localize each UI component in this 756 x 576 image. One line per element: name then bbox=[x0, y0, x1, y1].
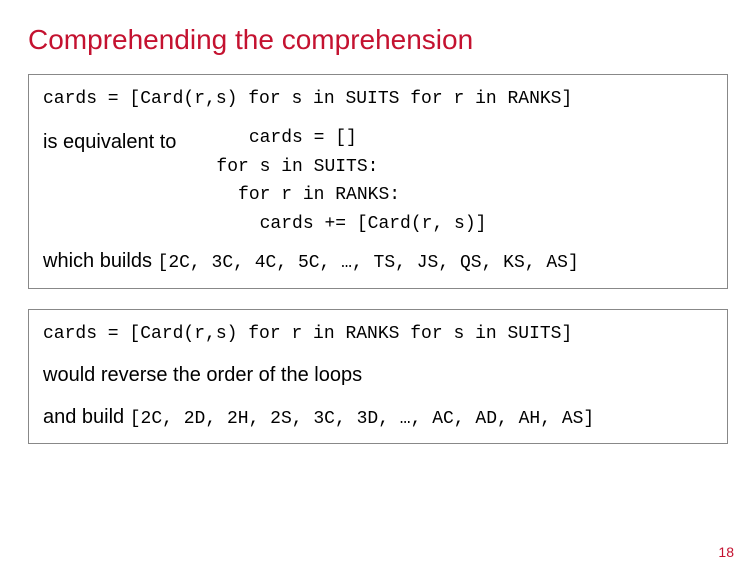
build-row-2: and build [2C, 2D, 2H, 2S, 3C, 3D, …, AC… bbox=[43, 401, 713, 434]
slide: Comprehending the comprehension cards = … bbox=[0, 0, 756, 444]
builds-label: which builds bbox=[43, 250, 158, 272]
build-label-2: and build bbox=[43, 406, 130, 428]
page-number: 18 bbox=[718, 544, 734, 560]
code-comprehension-1: cards = [Card(r,s) for s in SUITS for r … bbox=[43, 85, 713, 114]
equivalent-label: is equivalent to bbox=[43, 124, 176, 158]
build-list-2: [2C, 2D, 2H, 2S, 3C, 3D, …, AC, AD, AH, … bbox=[130, 409, 594, 429]
code-comprehension-2: cards = [Card(r,s) for r in RANKS for s … bbox=[43, 320, 713, 349]
builds-row: which builds [2C, 3C, 4C, 5C, …, TS, JS,… bbox=[43, 245, 713, 278]
expanded-code: cards = [] for s in SUITS: for r in RANK… bbox=[216, 124, 486, 239]
box-second: cards = [Card(r,s) for r in RANKS for s … bbox=[28, 309, 728, 445]
equivalence-row: is equivalent to cards = [] for s in SUI… bbox=[43, 124, 713, 239]
box-first: cards = [Card(r,s) for s in SUITS for r … bbox=[28, 74, 728, 289]
reverse-text: would reverse the order of the loops bbox=[43, 359, 713, 391]
slide-title: Comprehending the comprehension bbox=[28, 24, 728, 56]
builds-list: [2C, 3C, 4C, 5C, …, TS, JS, QS, KS, AS] bbox=[158, 253, 579, 273]
